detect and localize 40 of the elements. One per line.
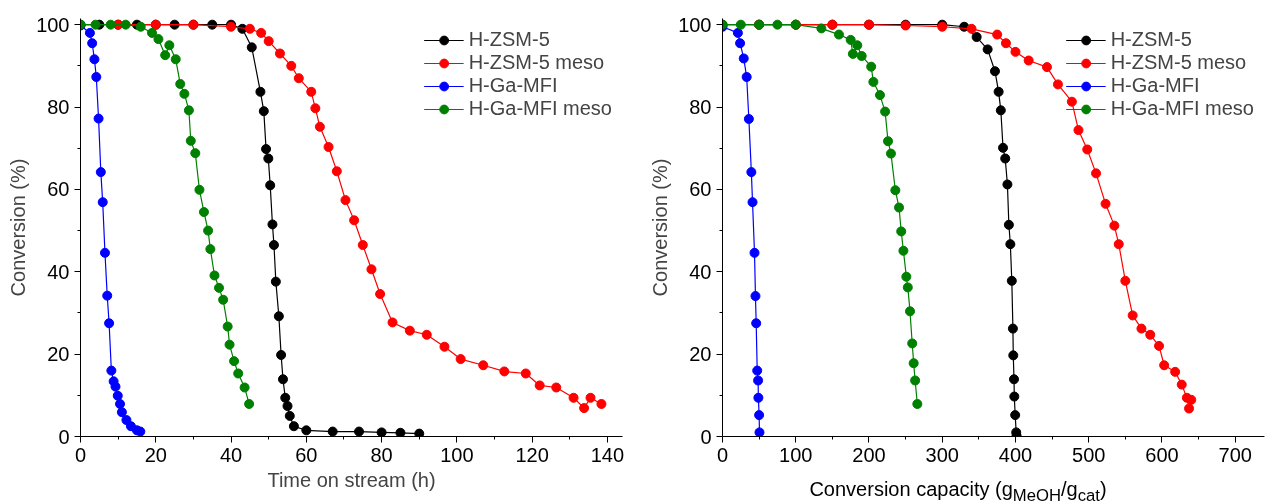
x-tick-label: 80 (370, 443, 393, 466)
x-tick-label: 60 (295, 443, 318, 466)
legend-label: H-Ga-MFI (1110, 74, 1200, 97)
x-tick-label: 300 (925, 443, 959, 466)
x-axis-title: Time on stream (h) (267, 468, 436, 491)
legend-label: H-ZSM-5 meso (1110, 51, 1247, 74)
y-tick-label: 100 (36, 13, 70, 36)
y-axis-title: Conversion (%) (649, 158, 672, 297)
y-tick-label: 20 (47, 343, 70, 366)
y-tick-label: 0 (58, 425, 70, 448)
y-tick-label: 100 (678, 13, 712, 36)
x-tick-label: 400 (998, 443, 1033, 466)
y-tick-label: 80 (47, 96, 70, 119)
y-tick-label: 60 (689, 178, 712, 201)
x-tick-label: 500 (1072, 443, 1106, 466)
x-tick-label: 20 (144, 443, 167, 466)
x-tick-label: 100 (779, 443, 813, 466)
x-tick-label: 100 (440, 443, 474, 466)
x-tick-label: 120 (515, 443, 549, 466)
legend-label: H-ZSM-5 meso (468, 51, 605, 74)
y-tick-label: 80 (689, 96, 712, 119)
x-tick-label: 200 (852, 443, 886, 466)
x-axis-title: Conversion capacity (g$_{MeOH}$/g$_{cat}$) (808, 477, 1108, 502)
y-axis-title: Conversion (%) (7, 158, 30, 297)
x-tick-label: 0 (716, 443, 729, 466)
legend-label: H-ZSM-5 (468, 28, 550, 51)
legend-label: H-ZSM-5 (1110, 28, 1192, 51)
y-tick-label: 0 (700, 425, 712, 448)
x-tick-label: 700 (1218, 443, 1252, 466)
y-tick-label: 20 (689, 343, 712, 366)
y-tick-label: 40 (689, 260, 712, 283)
legend-label: H-Ga-MFI (468, 74, 558, 97)
y-tick-label: 60 (47, 178, 70, 201)
x-tick-label: 40 (219, 443, 243, 466)
x-tick-label: 140 (590, 443, 625, 466)
legend-label: H-Ga-MFI meso (1110, 97, 1254, 120)
x-tick-label: 600 (1145, 443, 1179, 466)
y-tick-label: 40 (47, 260, 70, 283)
legend-label: H-Ga-MFI meso (468, 97, 612, 120)
x-tick-label: 0 (74, 443, 87, 466)
